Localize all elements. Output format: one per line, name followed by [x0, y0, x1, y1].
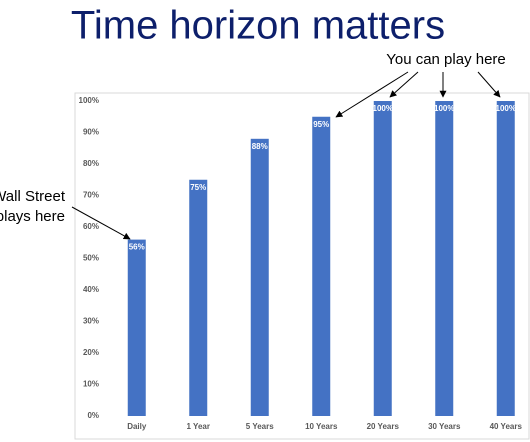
x-tick-label: Daily [127, 422, 147, 431]
annotation: Wall Street [0, 188, 66, 205]
bar [189, 179, 208, 416]
bar [373, 101, 392, 416]
bar [127, 239, 146, 416]
value-label: 100% [373, 104, 393, 113]
value-label: 88% [252, 142, 268, 151]
x-tick-label: 5 Years [246, 422, 274, 431]
plot-frame [74, 92, 530, 440]
value-label: 56% [129, 243, 145, 252]
arrows [71, 71, 501, 240]
x-tick-label: 10 Years [305, 422, 338, 431]
chart-title: Time horizon matters [71, 4, 445, 48]
value-label: 100% [496, 104, 516, 113]
value-label: 95% [313, 120, 329, 129]
y-tick-label: 10% [83, 380, 99, 389]
y-tick-label: 90% [83, 128, 99, 137]
bar [312, 116, 331, 416]
value-label: 100% [434, 104, 454, 113]
value-label: 75% [190, 183, 206, 192]
annotation: You can play here [386, 51, 506, 68]
bar [435, 101, 454, 416]
y-tick-label: 40% [83, 285, 99, 294]
bar [250, 138, 269, 417]
y-tick-label: 50% [83, 254, 99, 263]
x-tick-label: 30 Years [428, 422, 461, 431]
annotation: plays here [0, 208, 65, 225]
y-tick-label: 80% [83, 159, 99, 168]
bar [496, 101, 515, 416]
y-tick-label: 20% [83, 348, 99, 357]
y-tick-label: 30% [83, 317, 99, 326]
y-tick-label: 70% [83, 191, 99, 200]
y-tick-label: 0% [87, 411, 99, 420]
x-tick-label: 1 Year [187, 422, 210, 431]
y-tick-label: 60% [83, 222, 99, 231]
x-tick-label: 20 Years [367, 422, 400, 431]
y-tick-label: 100% [79, 96, 99, 105]
x-tick-label: 40 Years [490, 422, 523, 431]
